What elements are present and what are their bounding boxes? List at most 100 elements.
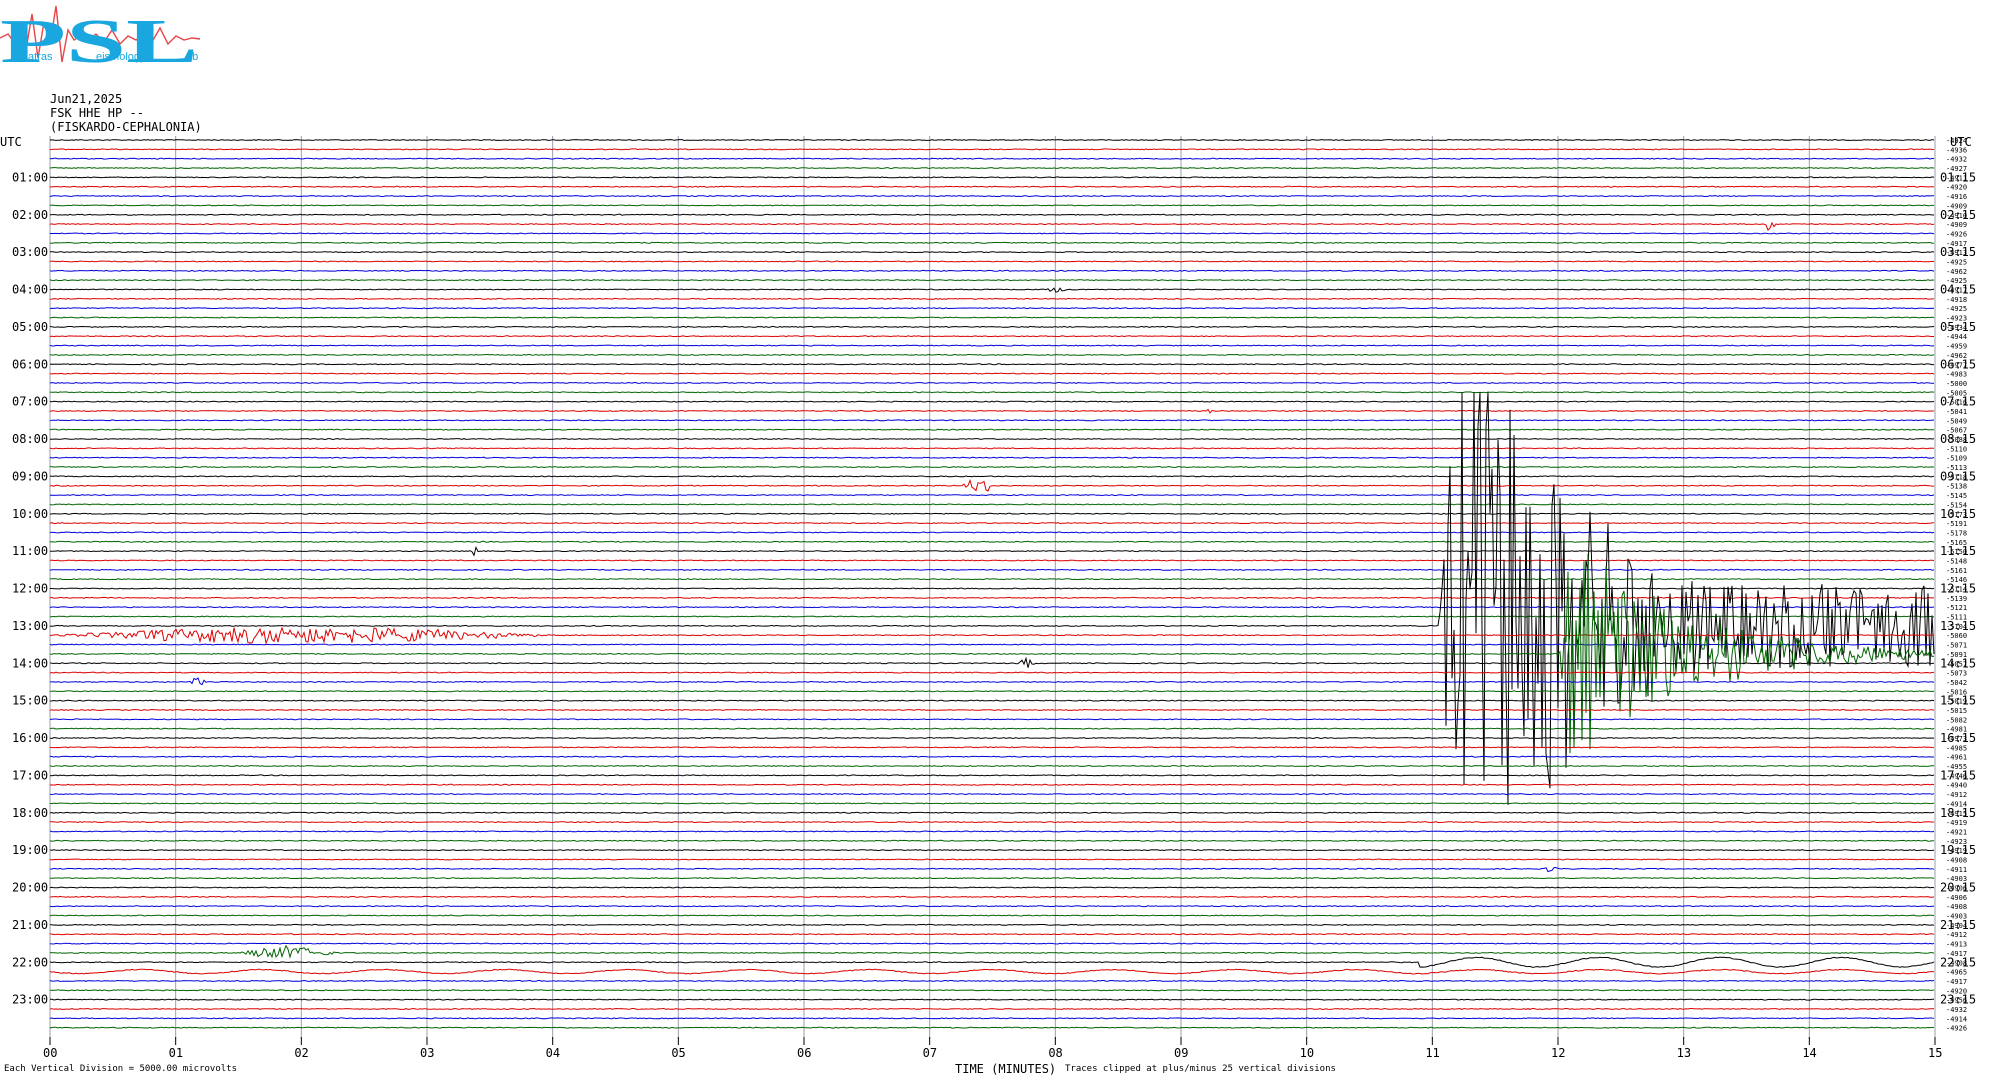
logo-seismogram-trace xyxy=(0,5,201,63)
seismic-trace xyxy=(49,802,1935,805)
row-offset-label: -4910 xyxy=(1946,212,1967,220)
x-tick-label: 07 xyxy=(923,1046,937,1060)
row-offset-label: -4918 xyxy=(1946,296,1967,304)
row-offset-label: -4921 xyxy=(1946,828,1967,836)
logo-line-2: eismology xyxy=(96,51,146,63)
seismic-trace xyxy=(49,456,1935,459)
row-offset-label: -4917 xyxy=(1946,978,1967,986)
row-offset-label: -4961 xyxy=(1946,754,1967,762)
row-offset-label: -4932 xyxy=(1946,1006,1967,1014)
hour-label-left: 16:00 xyxy=(12,731,48,745)
row-offset-label: -5114 xyxy=(1946,586,1967,594)
x-tick-label: 14 xyxy=(1802,1046,1816,1060)
seismic-trace xyxy=(49,578,1935,581)
row-offset-label: -4983 xyxy=(1946,371,1967,379)
psl-logo: PSL atras eismology ab xyxy=(0,5,201,70)
x-tick-label: 08 xyxy=(1048,1046,1062,1060)
row-offset-label: -5060 xyxy=(1946,632,1967,640)
seismic-trace xyxy=(49,979,1935,982)
seismic-trace xyxy=(49,466,1935,469)
seismic-trace xyxy=(49,1007,1935,1010)
row-offset-label: -4912 xyxy=(1946,931,1967,939)
seismic-trace xyxy=(49,783,1935,786)
seismic-trace xyxy=(49,185,1935,188)
seismic-trace xyxy=(49,606,1935,609)
row-offset-label: -4914 xyxy=(1946,1015,1967,1023)
row-offset-label: -4981 xyxy=(1946,726,1967,734)
seismic-trace xyxy=(49,553,1935,754)
row-offset-label: -4925 xyxy=(1946,277,1967,285)
row-offset-label: -5154 xyxy=(1946,501,1967,509)
seismic-trace xyxy=(49,363,1934,366)
hour-label-right: 22:15 xyxy=(1940,955,1976,969)
row-offset-label: -4919 xyxy=(1946,847,1967,855)
hour-label-left: 22:00 xyxy=(12,955,48,969)
seismic-trace xyxy=(50,251,1935,254)
row-offset-label: -4919 xyxy=(1946,819,1967,827)
seismic-trace xyxy=(49,287,1935,293)
row-offset-label: -5057 xyxy=(1946,660,1967,668)
seismic-trace xyxy=(50,793,1935,796)
row-offset-label: -5110 xyxy=(1946,445,1967,453)
seismic-trace xyxy=(49,353,1935,356)
hour-label-left: 11:00 xyxy=(12,544,48,558)
seismic-trace xyxy=(49,213,1935,216)
hour-label-left: 17:00 xyxy=(12,768,48,782)
seismic-trace xyxy=(49,559,1935,562)
seismic-trace xyxy=(49,839,1934,842)
row-offset-label: -4904 xyxy=(1946,922,1967,930)
hour-label-left: 14:00 xyxy=(12,656,48,670)
seismic-trace xyxy=(50,677,1935,686)
seismic-trace xyxy=(49,671,1935,674)
row-offset-label: -4925 xyxy=(1946,305,1967,313)
x-tick-label: 00 xyxy=(43,1046,57,1060)
seismic-trace xyxy=(49,269,1935,272)
row-offset-label: -4944 xyxy=(1946,333,1967,341)
row-offset-label: -5150 xyxy=(1946,548,1967,556)
station-channel: FSK HHE HP -- xyxy=(50,106,144,120)
seismic-trace xyxy=(49,316,1935,319)
seismic-trace xyxy=(49,325,1935,328)
seismic-trace xyxy=(49,933,1935,936)
seismic-trace xyxy=(49,956,1935,968)
row-offset-label: -4925 xyxy=(1946,258,1967,266)
row-offset-label: -4909 xyxy=(1946,221,1967,229)
seismic-trace xyxy=(49,568,1935,571)
hour-label-left: 12:00 xyxy=(12,582,48,596)
x-tick-label: 03 xyxy=(420,1046,434,1060)
hour-label-right: 08:15 xyxy=(1940,432,1976,446)
seismic-trace xyxy=(49,381,1935,384)
seismic-trace xyxy=(49,765,1935,768)
row-offset-label: -4913 xyxy=(1946,941,1967,949)
seismic-trace xyxy=(49,241,1935,244)
row-offset-label: -4916 xyxy=(1946,193,1967,201)
row-offset-label: -5005 xyxy=(1946,389,1967,397)
seismic-trace xyxy=(50,998,1935,1001)
row-offset-label: -5118 xyxy=(1946,473,1967,481)
row-offset-label: -4911 xyxy=(1946,174,1967,182)
seismic-trace xyxy=(49,968,1935,975)
seismic-trace xyxy=(50,821,1935,824)
seismic-trace xyxy=(49,830,1935,833)
hour-label-left: 15:00 xyxy=(12,694,48,708)
row-offset-label: -5173 xyxy=(1946,511,1967,519)
row-offset-label: -5015 xyxy=(1946,707,1967,715)
seismic-trace xyxy=(49,522,1935,525)
hour-label-right: 09:15 xyxy=(1940,469,1976,483)
seismic-trace xyxy=(49,494,1935,497)
seismic-trace xyxy=(49,727,1935,730)
row-offset-label: -4914 xyxy=(1946,800,1967,808)
row-offset-label: -5016 xyxy=(1946,688,1967,696)
seismic-trace xyxy=(49,540,1935,543)
row-offset-label: -4926 xyxy=(1946,230,1967,238)
hour-label-right: 11:15 xyxy=(1940,544,1976,558)
row-offset-label: -4959 xyxy=(1946,343,1967,351)
hour-label-right: 06:15 xyxy=(1940,357,1976,371)
row-offset-label: -5016 xyxy=(1946,399,1967,407)
x-axis-title: TIME (MINUTES) xyxy=(955,1062,1057,1076)
row-offset-label: -4903 xyxy=(1946,875,1967,883)
row-offset-label: -5121 xyxy=(1946,604,1967,612)
seismic-trace xyxy=(49,503,1935,506)
row-offset-label: -5042 xyxy=(1946,679,1967,687)
seismic-trace xyxy=(49,858,1935,861)
